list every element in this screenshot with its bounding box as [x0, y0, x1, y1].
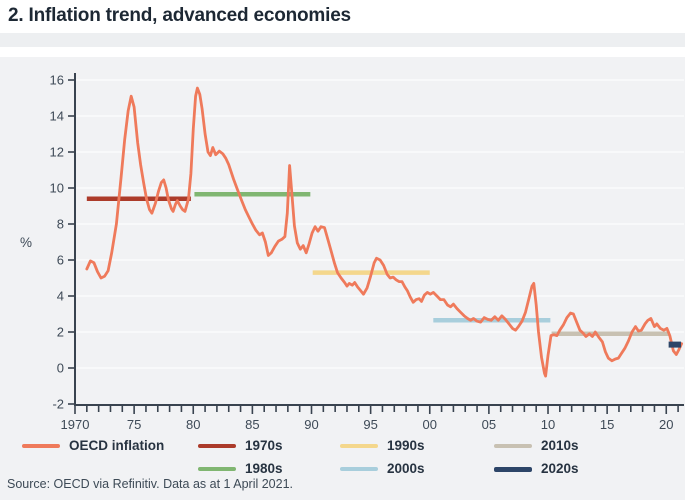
svg-text:16: 16: [50, 73, 64, 88]
legend-label-2020s: 2020s: [541, 461, 579, 476]
svg-text:05: 05: [482, 417, 496, 432]
legend-swatch-2000s: [340, 467, 378, 471]
y-axis-unit-label: %: [20, 235, 32, 250]
svg-text:15: 15: [600, 417, 614, 432]
legend-item-1990s: 1990s: [340, 438, 425, 454]
svg-text:10: 10: [50, 181, 64, 196]
svg-text:-2: -2: [52, 397, 64, 412]
legend-label-2010s: 2010s: [541, 438, 579, 453]
legend-swatch-oecd-inflation: [22, 444, 60, 448]
svg-text:1970: 1970: [61, 417, 90, 432]
legend-swatch-1970s: [198, 444, 236, 448]
legend-label-1980s: 1980s: [245, 461, 283, 476]
source-note: Source: OECD via Refinitiv. Data as at 1…: [7, 477, 294, 491]
header-divider: [0, 33, 685, 47]
legend-label-1990s: 1990s: [387, 438, 425, 453]
legend-label-oecd-inflation: OECD inflation: [69, 438, 165, 453]
legend-item-2020s: 2020s: [494, 461, 579, 477]
legend-label-2000s: 2000s: [387, 461, 425, 476]
svg-text:80: 80: [186, 417, 200, 432]
legend-swatch-2020s: [494, 466, 532, 472]
svg-text:10: 10: [541, 417, 555, 432]
svg-text:95: 95: [363, 417, 377, 432]
svg-text:2: 2: [57, 325, 64, 340]
legend-item-2000s: 2000s: [340, 461, 425, 477]
svg-text:85: 85: [245, 417, 259, 432]
legend-item-2010s: 2010s: [494, 438, 579, 454]
svg-text:4: 4: [57, 289, 64, 304]
svg-text:20: 20: [659, 417, 673, 432]
svg-text:8: 8: [57, 217, 64, 232]
svg-text:14: 14: [50, 109, 64, 124]
svg-text:90: 90: [304, 417, 318, 432]
svg-text:75: 75: [127, 417, 141, 432]
svg-text:12: 12: [50, 145, 64, 160]
legend-item-oecd-inflation: OECD inflation: [22, 438, 164, 454]
legend-item-1980s: 1980s: [198, 461, 283, 477]
figure-title: 2. Inflation trend, advanced economies: [8, 5, 351, 26]
svg-text:6: 6: [57, 253, 64, 268]
legend-swatch-2010s: [494, 444, 532, 448]
legend-item-1970s: 1970s: [198, 438, 283, 454]
legend-swatch-1980s: [198, 467, 236, 471]
legend-label-1970s: 1970s: [245, 438, 283, 453]
svg-text:0: 0: [57, 361, 64, 376]
legend-swatch-1990s: [340, 444, 378, 448]
svg-text:00: 00: [423, 417, 437, 432]
